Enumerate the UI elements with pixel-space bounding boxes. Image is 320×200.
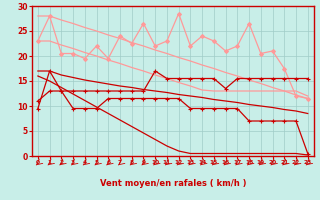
X-axis label: Vent moyen/en rafales ( km/h ): Vent moyen/en rafales ( km/h ) [100, 179, 246, 188]
